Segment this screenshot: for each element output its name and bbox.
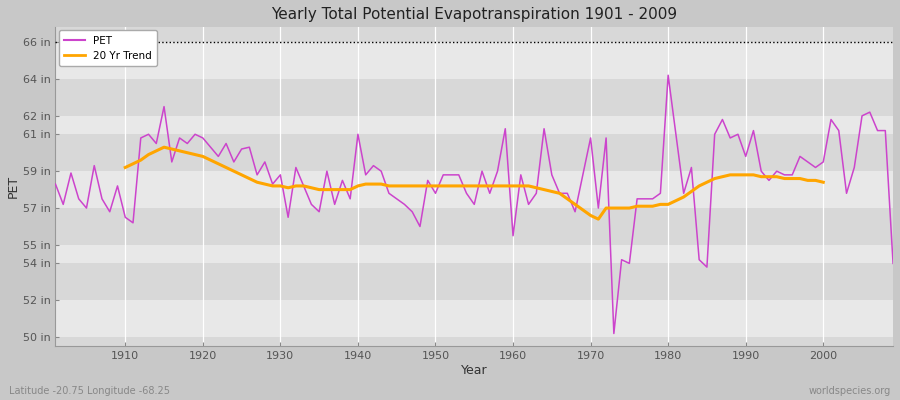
Bar: [56, 42, 893, 79]
Y-axis label: PET: PET: [7, 175, 20, 198]
Text: worldspecies.org: worldspecies.org: [809, 386, 891, 396]
Title: Yearly Total Potential Evapotranspiration 1901 - 2009: Yearly Total Potential Evapotranspiratio…: [271, 7, 678, 22]
Legend: PET, 20 Yr Trend: PET, 20 Yr Trend: [58, 30, 157, 66]
Bar: [56, 264, 893, 300]
Bar: [56, 134, 893, 171]
Bar: [56, 245, 893, 264]
Text: Latitude -20.75 Longitude -68.25: Latitude -20.75 Longitude -68.25: [9, 386, 170, 396]
Bar: [56, 79, 893, 116]
Bar: [56, 116, 893, 134]
Bar: [56, 208, 893, 245]
Bar: [56, 171, 893, 208]
X-axis label: Year: Year: [461, 364, 488, 377]
Bar: [56, 337, 893, 346]
Bar: [56, 300, 893, 337]
Bar: [56, 27, 893, 42]
